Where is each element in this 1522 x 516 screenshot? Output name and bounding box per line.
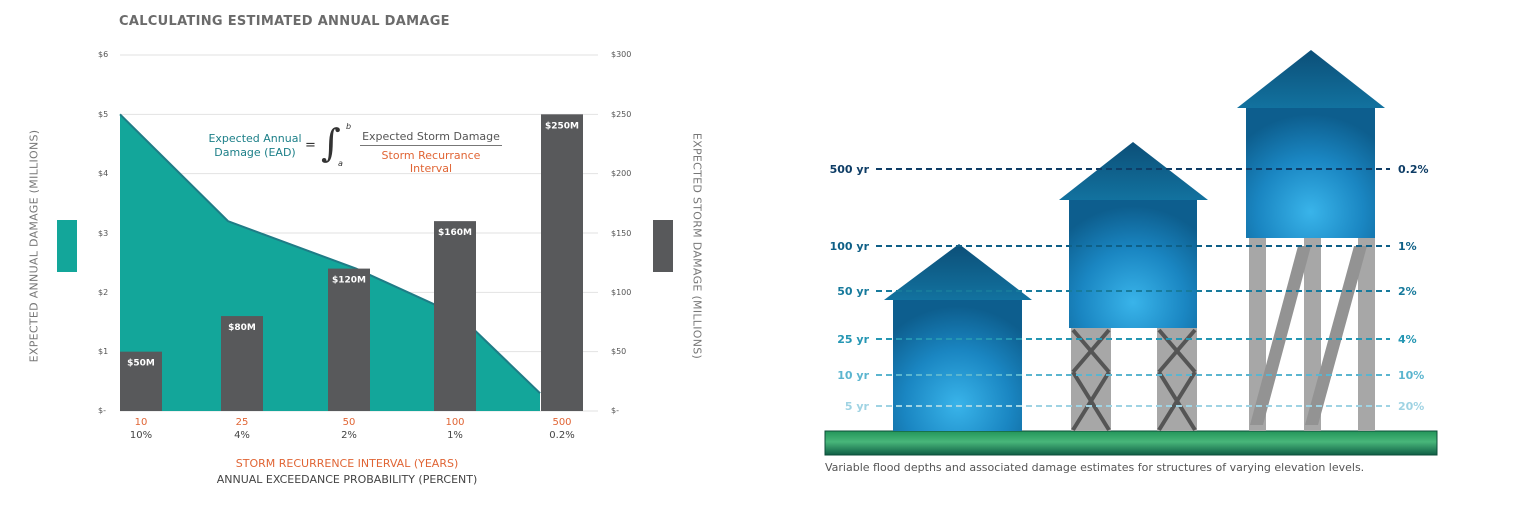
house-roof [1059,142,1208,200]
category-percent: 10% [129,430,153,441]
x-axis-secondary-label: ANNUAL EXCEEDANCE PROBABILITY (PERCENT) [216,473,478,486]
formula-lhs-line2: Damage (EAD) [214,146,296,159]
exceedance-label: 2% [1398,285,1417,298]
exceedance-label: 0.2% [1398,163,1429,176]
exceedance-label: 20% [1398,400,1424,413]
category-year: 50 [342,417,356,428]
storm-damage-bars: $50M $80M $120M $160M $250M [120,114,583,411]
house-roof [884,244,1032,300]
house-body [1069,200,1197,328]
cross-bracing [1071,328,1197,432]
integral-symbol: ∫ [321,121,341,165]
integral-lower-limit: a [338,159,343,168]
house-cross-braced [1059,142,1208,432]
y-tick-left: $3 [98,229,109,238]
category-year: 500 [552,417,572,428]
diagram-caption: Variable flood depths and associated dam… [825,461,1365,474]
category-year: 10 [134,417,148,428]
exceedance-label: 4% [1398,333,1417,346]
category-percent: 0.2% [549,430,575,441]
x-category: 50 2% [319,416,379,442]
bar-value-label: $160M [438,228,472,238]
diagonal-brace [1250,246,1311,425]
y-tick-left: $4 [98,169,109,178]
category-percent: 2% [341,430,357,441]
x-category: 25 4% [212,416,272,442]
chart-title: CALCULATING ESTIMATED ANNUAL DAMAGE [119,14,450,29]
bar-value-label: $120M [332,276,366,286]
y-tick-left: $1 [98,347,109,356]
y-tick-left: $6 [98,50,109,59]
y-tick-left: $5 [98,110,109,119]
x-category: 500 0.2% [532,416,592,442]
y-tick-right: $100 [611,288,632,297]
y-tick-right: $300 [611,50,632,59]
house-roof [1237,50,1385,108]
x-axis-label: STORM RECURRENCE INTERVAL (YEARS) [235,457,459,470]
return-period-label: 10 yr [837,369,869,382]
house-ground-level [884,244,1032,431]
house-body [1246,108,1375,238]
bar-legend-swatch [653,220,673,272]
y-tick-left: $2 [98,288,109,297]
formula-numerator: Expected Storm Damage [362,130,500,143]
bar-value-label: $50M [127,359,155,369]
x-category: 100 1% [425,416,485,442]
return-period-label: 500 yr [830,163,870,176]
y-tick-right: $250 [611,110,632,119]
exceedance-label: 1% [1398,240,1417,253]
bar-value-label: $80M [228,323,256,333]
y-tick-left: $- [98,406,106,415]
fraction-bar [360,145,502,146]
return-period-label: 25 yr [837,333,869,346]
storm-damage-bar [221,316,263,411]
storm-damage-bar [120,351,162,411]
category-percent: 1% [447,430,463,441]
y-tick-right: $- [611,406,619,415]
return-period-label: 50 yr [837,285,869,298]
pile [1358,238,1375,431]
ground [824,430,1438,456]
ead-formula: Expected Annual Damage (EAD) = ∫ b a Exp… [205,121,515,175]
x-category: 10 10% [111,416,171,442]
integral-upper-limit: b [346,122,352,131]
formula-equals: = [305,138,316,153]
y-tick-right: $150 [611,229,632,238]
y-tick-right: $200 [611,169,632,178]
storm-damage-bar [434,221,476,411]
flood-levels: 500 yr 0.2% 100 yr 1% 50 yr 2% 25 yr 4% 10 yr 10%… [830,163,1429,413]
area-legend-swatch [57,220,77,272]
y-tick-right: $50 [611,347,627,356]
damage-chart: $50M $80M $120M $160M $250M [119,54,598,412]
formula-lhs: Expected Annual Damage (EAD) [205,132,305,160]
bar-value-label: $250M [545,121,579,131]
formula-denominator: Storm Recurrance Interval [381,149,481,175]
house-elevated-piles [1237,50,1385,431]
flood-elevation-diagram: 500 yr 0.2% 100 yr 1% 50 yr 2% 25 yr 4% 10 yr 10%… [824,50,1438,456]
category-percent: 4% [234,430,250,441]
return-period-label: 100 yr [830,240,870,253]
category-year: 100 [445,417,465,428]
storm-damage-bar [328,268,370,411]
return-period-label: 5 yr [845,400,870,413]
category-year: 25 [235,417,249,428]
formula-lhs-line1: Expected Annual [208,132,302,145]
storm-damage-bar [541,114,583,411]
exceedance-label: 10% [1398,369,1424,382]
house-body [893,300,1022,431]
